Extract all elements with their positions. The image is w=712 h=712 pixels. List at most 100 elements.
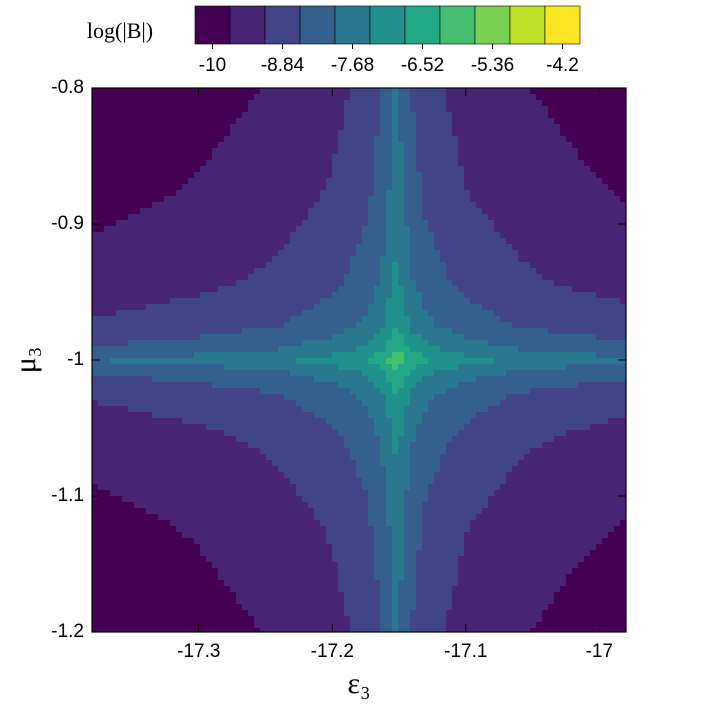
contour-cell [272,394,279,401]
contour-cell [536,88,543,95]
contour-cell [134,112,141,119]
contour-cell [152,334,159,341]
contour-cell [614,280,621,287]
contour-cell [602,304,609,311]
contour-cell [212,328,219,335]
contour-cell [470,124,477,131]
contour-cell [266,118,273,125]
contour-cell [248,400,255,407]
contour-cell [200,106,207,113]
contour-cell [170,274,177,281]
contour-cell [284,190,291,197]
contour-cell [446,352,453,359]
contour-cell [620,370,626,377]
contour-cell [374,208,381,215]
contour-cell [200,346,207,353]
contour-cell [476,394,483,401]
contour-cell [542,184,549,191]
contour-cell [332,214,339,221]
contour-cell [296,154,303,161]
contour-cell [242,316,249,323]
contour-cell [410,286,417,293]
contour-cell [608,406,615,413]
contour-cell [560,118,567,125]
contour-cell [512,352,519,359]
contour-cell [272,112,279,119]
contour-cell [554,322,561,329]
contour-cell [566,154,573,161]
contour-cell [368,166,375,173]
contour-cell [218,268,225,275]
contour-cell [200,304,207,311]
contour-cell [452,154,459,161]
contour-cell [422,208,429,215]
contour-cell [122,238,129,245]
contour-cell [614,298,621,305]
contour-cell [440,196,447,203]
contour-cell [512,220,519,227]
contour-cell [398,322,405,329]
contour-cell [164,340,171,347]
contour-cell [380,346,387,353]
contour-cell [608,280,615,287]
contour-cell [182,220,189,227]
contour-cell [488,352,495,359]
contour-cell [98,406,105,413]
contour-cell [194,208,201,215]
contour-cell [560,94,567,101]
contour-cell [116,226,123,233]
contour-cell [566,370,573,377]
contour-cell [518,364,525,371]
contour-cell [200,232,207,239]
contour-cell [608,232,615,239]
contour-cell [458,130,465,137]
contour-cell [212,310,219,317]
contour-cell [374,376,381,383]
contour-cell [356,226,363,233]
contour-cell [344,292,351,299]
contour-cell [158,388,165,395]
contour-cell [614,262,621,269]
contour-cell [272,328,279,335]
contour-cell [494,94,501,101]
contour-cell [254,160,261,167]
contour-cell [422,328,429,335]
contour-cell [212,280,219,287]
contour-cell [410,184,417,191]
contour-cell [488,292,495,299]
contour-cell [134,124,141,131]
contour-cell [518,322,525,329]
contour-cell [158,274,165,281]
contour-cell [182,166,189,173]
contour-cell [572,250,579,257]
contour-cell [218,328,225,335]
contour-cell [548,376,555,383]
contour-cell [326,94,333,101]
contour-cell [200,382,207,389]
contour-cell [302,142,309,149]
contour-cell [290,400,297,407]
contour-cell [110,334,117,341]
contour-cell [308,358,315,365]
contour-cell [146,292,153,299]
contour-cell [434,196,441,203]
contour-cell [188,94,195,101]
contour-cell [110,400,117,407]
contour-cell [428,376,435,383]
contour-cell [512,400,519,407]
contour-cell [140,304,147,311]
contour-cell [374,238,381,245]
contour-cell [434,172,441,179]
contour-cell [128,250,135,257]
contour-cell [548,298,555,305]
contour-cell [452,100,459,107]
contour-cell [482,346,489,353]
contour-cell [440,154,447,161]
contour-cell [476,358,483,365]
contour-cell [590,352,597,359]
contour-cell [500,262,507,269]
contour-cell [440,340,447,347]
contour-cell [110,322,117,329]
contour-cell [422,154,429,161]
contour-cell [224,160,231,167]
